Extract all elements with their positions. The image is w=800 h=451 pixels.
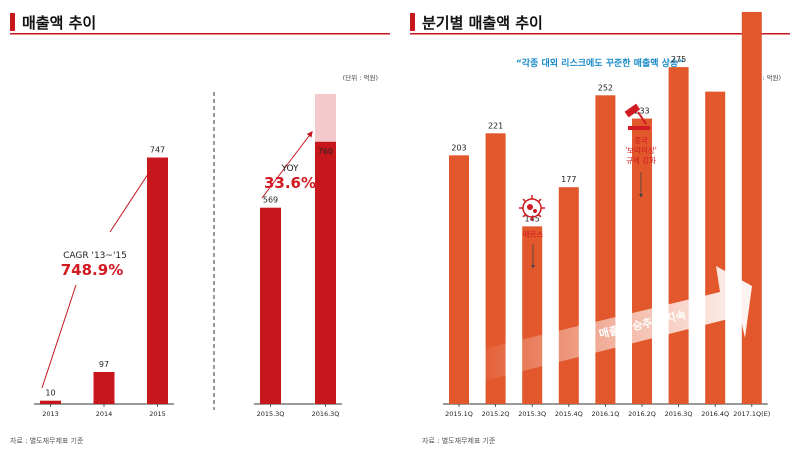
left-source: 자료 : 별도재무제표 기준: [10, 436, 84, 445]
title-rule: [10, 33, 390, 35]
data-label: 275: [671, 55, 686, 64]
title-marker: [10, 13, 15, 31]
bar: [595, 95, 616, 405]
china-annotation: 중국 '보따리상' 규제 강화: [624, 103, 657, 198]
title-marker: [410, 13, 415, 31]
cagr-arrow-upper: [109, 166, 153, 233]
data-label: 252: [598, 83, 613, 92]
tick-label: 2014: [96, 410, 113, 418]
tick-label: 2016.4Q: [701, 410, 729, 418]
gavel-icon: [624, 103, 650, 130]
tick-label: 2015.3Q: [518, 410, 546, 418]
bar: [741, 12, 762, 404]
data-label: 177: [561, 175, 576, 184]
bar: [147, 157, 168, 404]
left-panel-title: 매출액 추이: [22, 14, 96, 32]
right-panel-header: 분기별 매출액 추이: [410, 13, 790, 35]
tick-label: 2017.1Q(E): [733, 410, 770, 418]
third-quarter-bar-chart: 569 2015.3Q 760 2016.3Q: [254, 94, 342, 418]
tick-label: 2016.1Q: [591, 410, 619, 418]
cagr-label: CAGR '13~'15: [63, 251, 127, 261]
bar: [485, 133, 506, 404]
data-label: 760: [318, 147, 333, 156]
data-label: 203: [451, 143, 466, 152]
tick-label: 2016.3Q: [312, 410, 340, 418]
data-label: 97: [99, 360, 109, 369]
china-label-line1: 중국: [634, 136, 648, 145]
cagr-value: 748.9%: [61, 261, 123, 279]
yoy-label: YOY: [280, 164, 299, 174]
cagr-arrow-lower: [41, 284, 77, 389]
left-unit-label: (단위 : 억원): [343, 73, 378, 82]
left-panel-header: 매출액 추이: [10, 13, 390, 35]
yoy-arrow: [261, 131, 313, 199]
title-rule: [410, 33, 790, 35]
bar: [705, 91, 726, 404]
bar: [558, 187, 579, 404]
right-unit-label: (단위 : 억원): [746, 73, 781, 82]
virus-icon: [519, 195, 545, 221]
bar-highlight: [315, 94, 336, 142]
tick-label: 2015.4Q: [555, 410, 583, 418]
tick-label: 2015: [149, 410, 166, 418]
mers-label: 메르스: [523, 230, 544, 239]
tick-label: 2015.3Q: [257, 410, 285, 418]
bar: [668, 67, 689, 404]
data-label: 221: [488, 121, 503, 130]
tick-label: 2015.1Q: [445, 410, 473, 418]
tick-label: 2016.3Q: [665, 410, 693, 418]
bar: [522, 226, 543, 404]
bar: [40, 400, 61, 404]
annual-bar-chart: 10 2013 97 2014 747 2015: [34, 145, 174, 418]
bar: [315, 141, 336, 405]
right-subtitle: “각종 대외 리스크에도 꾸준한 매출액 상승”: [516, 57, 684, 69]
tick-label: 2015.2Q: [482, 410, 510, 418]
tick-label: 2013: [42, 410, 59, 418]
right-panel-title: 분기별 매출액 추이: [422, 14, 543, 32]
data-label: 569: [263, 196, 278, 205]
china-label-line2: '보따리상': [625, 145, 657, 155]
trend-arrow-shape: [470, 266, 752, 384]
bar: [93, 371, 115, 404]
data-label: 10: [45, 389, 55, 398]
china-label-line3: 규제 강화: [626, 155, 656, 165]
right-source: 자료 : 별도재무제표 기준: [422, 436, 496, 445]
bar: [449, 155, 469, 404]
data-label: 233: [634, 107, 649, 116]
mers-annotation: 메르스: [519, 195, 545, 269]
yoy-value: 33.6%: [264, 174, 316, 192]
bar: [260, 207, 281, 404]
data-label: 747: [150, 145, 165, 154]
tick-label: 2016.2Q: [628, 410, 656, 418]
